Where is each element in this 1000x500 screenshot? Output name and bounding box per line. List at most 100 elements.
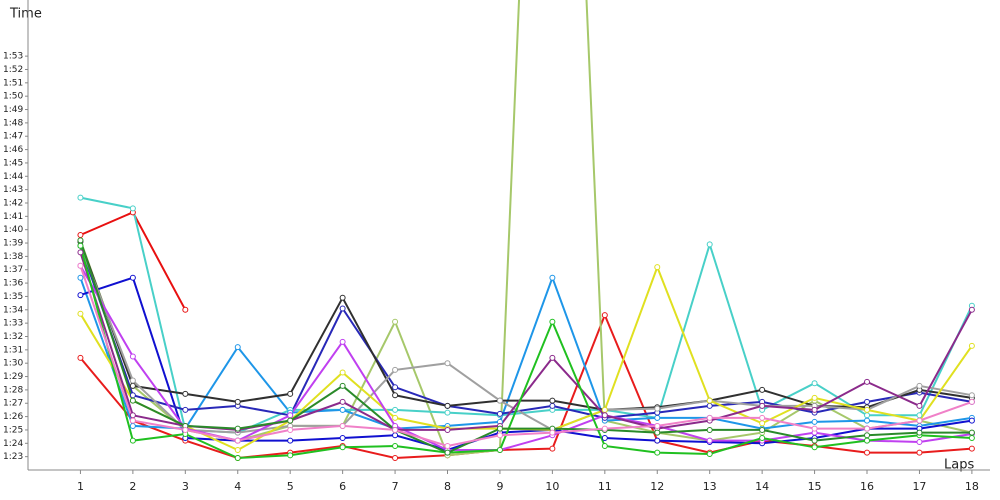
point	[496, 425, 503, 432]
point	[864, 417, 871, 424]
point	[706, 426, 713, 433]
point	[759, 386, 766, 393]
point	[392, 426, 399, 433]
point	[601, 312, 608, 319]
x-tick-label: 8	[444, 480, 451, 493]
point	[496, 446, 503, 453]
point	[864, 425, 871, 432]
point	[968, 429, 975, 436]
y-tick-label: 1:47	[3, 132, 23, 142]
point	[811, 437, 818, 444]
x-tick-label: 11	[598, 480, 612, 493]
series-line	[79, 265, 973, 448]
series-line	[79, 245, 973, 419]
y-tick-label: 1:49	[3, 105, 23, 115]
point	[706, 450, 713, 457]
point	[444, 426, 451, 433]
point	[549, 354, 556, 361]
y-tick-label: 1:40	[3, 225, 23, 235]
point	[339, 294, 346, 301]
point	[706, 402, 713, 409]
series-line	[80, 276, 973, 452]
point	[549, 402, 556, 409]
point	[77, 249, 84, 256]
point	[444, 409, 451, 416]
point	[706, 437, 713, 444]
point	[601, 434, 608, 441]
point	[601, 412, 608, 419]
point	[129, 417, 136, 424]
point	[654, 449, 661, 456]
x-tick-label: 15	[808, 480, 822, 493]
point	[654, 264, 661, 271]
point	[916, 412, 923, 419]
point	[549, 397, 556, 404]
point	[392, 392, 399, 399]
point	[864, 378, 871, 385]
point	[601, 425, 608, 432]
point	[916, 438, 923, 445]
x-tick-label: 2	[129, 480, 136, 493]
point	[339, 406, 346, 413]
point	[182, 306, 189, 313]
point	[811, 406, 818, 413]
point	[129, 353, 136, 360]
y-axis-label: Time	[9, 7, 42, 22]
point	[968, 306, 975, 313]
point	[392, 432, 399, 439]
point	[654, 405, 661, 412]
point	[916, 402, 923, 409]
y-tick-label: 1:31	[3, 345, 23, 355]
x-axis-label: Laps	[944, 458, 974, 473]
point	[601, 442, 608, 449]
point	[392, 318, 399, 325]
point	[916, 429, 923, 436]
y-tick-label: 1:38	[3, 252, 23, 262]
y-tick-label: 1:23	[3, 452, 23, 462]
point	[811, 444, 818, 451]
point	[287, 437, 294, 444]
point	[287, 426, 294, 433]
x-tick-label: 10	[545, 480, 559, 493]
x-tick-label: 13	[703, 480, 717, 493]
point	[339, 369, 346, 376]
point	[811, 394, 818, 401]
point	[234, 398, 241, 405]
point	[549, 445, 556, 452]
point	[864, 449, 871, 456]
point	[759, 402, 766, 409]
point	[654, 422, 661, 429]
point	[77, 354, 84, 361]
point	[706, 397, 713, 404]
point	[496, 432, 503, 439]
point	[392, 406, 399, 413]
point	[968, 445, 975, 452]
point	[864, 437, 871, 444]
point	[496, 397, 503, 404]
y-tick-label: 1:33	[3, 319, 23, 329]
x-tick-label: 18	[965, 480, 979, 493]
point	[77, 232, 84, 239]
point	[496, 410, 503, 417]
point	[916, 382, 923, 389]
point	[759, 420, 766, 427]
point	[77, 242, 84, 249]
x-tick-label: 5	[287, 480, 294, 493]
point	[287, 452, 294, 459]
point	[392, 442, 399, 449]
plot-area	[77, 0, 975, 461]
point	[129, 422, 136, 429]
point	[77, 194, 84, 201]
point	[811, 425, 818, 432]
x-tick-label: 16	[860, 480, 874, 493]
point	[234, 446, 241, 453]
series-line	[79, 265, 973, 451]
y-tick-label: 1:44	[3, 172, 23, 182]
point	[182, 426, 189, 433]
point	[392, 384, 399, 391]
point	[287, 417, 294, 424]
x-tick-label: 6	[339, 480, 346, 493]
y-tick-label: 1:46	[3, 145, 23, 155]
series-line	[79, 264, 973, 452]
point	[916, 449, 923, 456]
